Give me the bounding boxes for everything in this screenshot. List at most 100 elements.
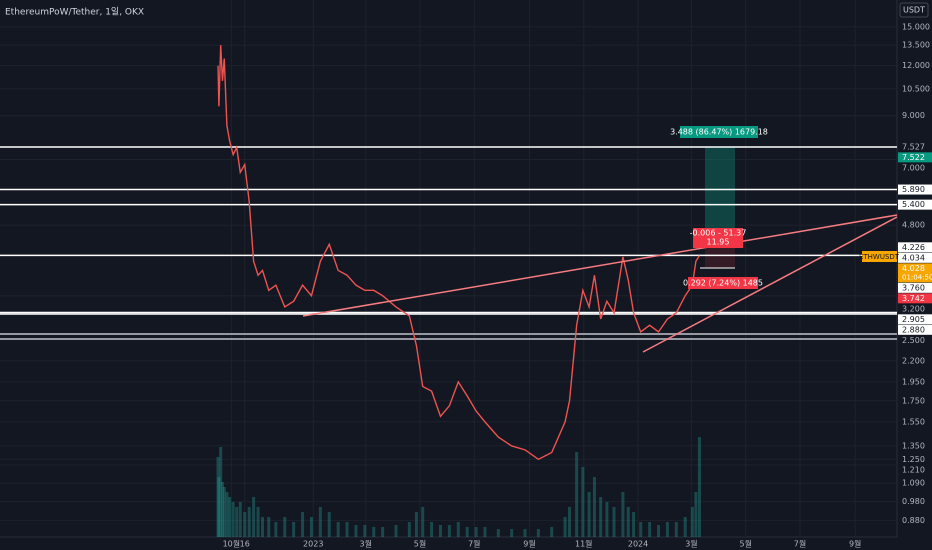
volume-bar — [523, 529, 527, 537]
volume-bar — [228, 497, 232, 537]
y-tick-label: 0.980 — [902, 497, 925, 506]
volume-bar — [632, 512, 636, 537]
y-tick-label: 9.000 — [902, 111, 925, 120]
y-tick-label: 7.000 — [902, 163, 925, 172]
symbol-title: EthereumPoW/Tether, 1일, OKX — [5, 7, 144, 18]
volume-bar — [550, 527, 554, 537]
price-plot — [217, 45, 701, 461]
volume-bar — [354, 525, 358, 537]
last-price-label-bg — [898, 263, 932, 283]
volume-bar — [238, 502, 242, 537]
countdown: 01:04:50 — [902, 273, 932, 281]
volume-bar — [626, 507, 630, 537]
volume-bar — [219, 447, 223, 537]
volume-bar — [563, 517, 567, 537]
grid — [0, 0, 897, 537]
volume-bar — [292, 522, 296, 537]
x-tick-label: 11월 — [575, 539, 593, 549]
x-tick-label: 9월 — [849, 539, 861, 549]
volume-bar — [605, 502, 609, 537]
y-tick-label: 3.200 — [902, 304, 925, 313]
level-label-bg — [898, 199, 932, 210]
volume-bar — [587, 492, 591, 537]
level-label-bg — [898, 242, 932, 253]
x-tick-label: 10월 — [223, 539, 241, 549]
volume-bar — [456, 522, 460, 537]
x-tick-label: 2024 — [628, 540, 648, 549]
x-tick-label: 7월 — [468, 539, 480, 549]
volume-bar — [283, 517, 287, 537]
x-tick-label: 7월 — [794, 539, 806, 549]
volume-bar — [683, 517, 687, 537]
volume-bar — [301, 512, 305, 537]
volume-bar — [496, 529, 500, 537]
y-tick-label: 12.000 — [902, 61, 930, 70]
volume-bar — [256, 507, 260, 537]
volume-bar — [430, 522, 434, 537]
x-tick-label: 2023 — [303, 540, 323, 549]
y-tick-label: 2.200 — [902, 356, 925, 365]
y-tick-label: 1.950 — [902, 377, 925, 386]
level-label: 5.890 — [902, 185, 925, 194]
volume-bar — [599, 497, 603, 537]
open-pl-bg — [693, 228, 743, 248]
volume-bar — [247, 507, 251, 537]
x-tick-label: 5월 — [739, 539, 751, 549]
level-label-bg — [898, 152, 932, 163]
trend-line — [642, 216, 898, 353]
last-price-label: 4.028 — [902, 264, 925, 273]
level-label-bg — [898, 184, 932, 195]
volume-bar — [372, 527, 376, 537]
target-label-bg — [680, 126, 758, 138]
level-label-bg — [898, 324, 932, 335]
volume-bar — [665, 522, 669, 537]
volume-bar — [621, 492, 625, 537]
levels — [0, 146, 897, 315]
currency[interactable]: USDT — [903, 6, 925, 15]
symbol-tag: ETHWUSDT — [859, 253, 900, 261]
symbol-tag-bg — [862, 251, 897, 262]
volume-bar — [414, 512, 418, 537]
volume-bar — [345, 522, 349, 537]
volume-bar — [381, 527, 385, 537]
volume-bar — [216, 457, 220, 537]
level-label-bg — [898, 252, 932, 263]
volume-bar — [438, 525, 442, 537]
volume-bar — [690, 507, 694, 537]
level-label: 5.400 — [902, 200, 925, 209]
volume-bar — [231, 502, 235, 537]
open-pl-2: 11.95 — [707, 238, 730, 247]
stop-label-bg — [688, 277, 758, 289]
volume-bar — [318, 507, 322, 537]
volume-bar — [447, 525, 451, 537]
level-label: 4.034 — [902, 253, 925, 262]
volume-bar — [575, 452, 579, 537]
volume-bar — [657, 525, 661, 537]
x-tick-label: 3월 — [685, 539, 697, 549]
y-tick-label: 1.090 — [902, 479, 925, 488]
y-tick-label: 0.880 — [902, 516, 925, 525]
volume-bar — [536, 529, 540, 537]
volume-bar — [674, 522, 678, 537]
currency-box[interactable] — [899, 2, 929, 18]
volume-bar — [483, 527, 487, 537]
position-stop-zone — [705, 246, 735, 268]
volume-bar — [407, 522, 411, 537]
volume-bar — [465, 527, 469, 537]
volume-bar — [697, 437, 701, 537]
volume-bar — [274, 522, 278, 537]
volume-bar — [243, 512, 247, 537]
volume-bar — [639, 522, 643, 537]
level-label: 2.905 — [902, 315, 925, 324]
volume-bar — [592, 477, 596, 537]
volume-bar — [252, 497, 256, 537]
volume-bar — [394, 525, 398, 537]
level-label-bg — [898, 282, 932, 293]
x-tick-label: 16 — [240, 540, 250, 549]
volume-bar — [309, 517, 313, 537]
level-label: 2.880 — [902, 325, 925, 334]
volume-bar — [220, 482, 224, 537]
volume-bar — [648, 522, 652, 537]
volume — [216, 437, 701, 537]
